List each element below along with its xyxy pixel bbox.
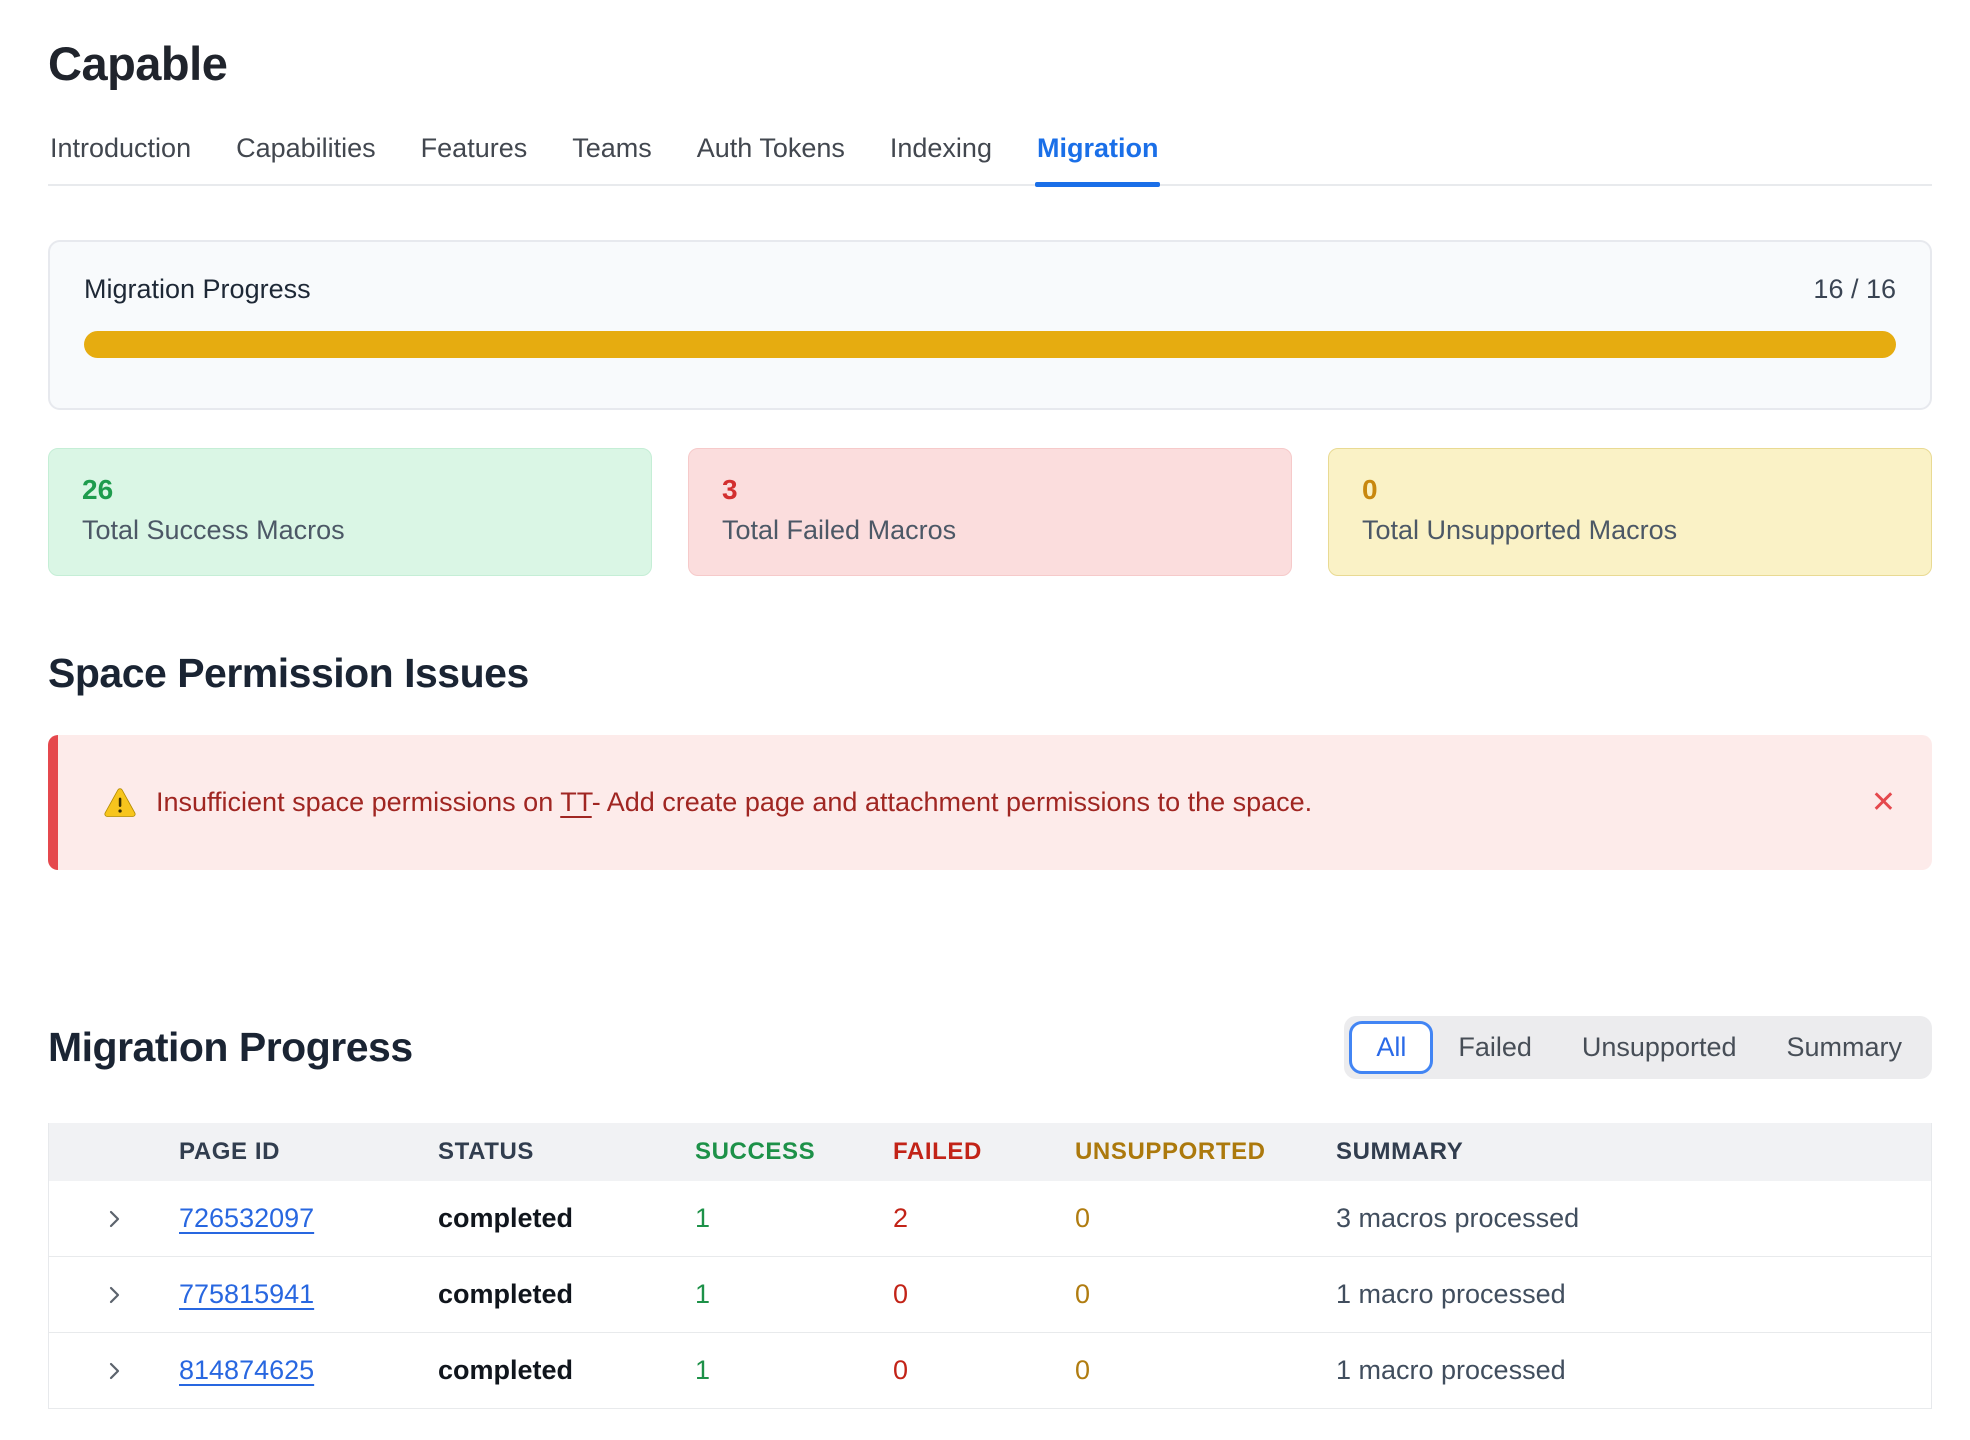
table-header-row: PAGE ID STATUS SUCCESS FAILED UNSUPPORTE…	[49, 1123, 1931, 1181]
row-failed: 0	[893, 1279, 909, 1309]
row-success: 1	[695, 1279, 711, 1309]
page-title: Capable	[48, 37, 228, 90]
col-status: STATUS	[438, 1138, 535, 1165]
chevron-right-icon[interactable]	[102, 1283, 126, 1307]
tab-features[interactable]: Features	[420, 133, 528, 163]
warning-triangle-icon	[104, 787, 136, 818]
filter-group: All Failed Unsupported Summary	[1344, 1016, 1932, 1079]
failed-label: Total Failed Macros	[722, 515, 957, 545]
space-permission-issues-heading: Space Permission Issues	[48, 650, 529, 696]
progress-bar-track	[84, 331, 1896, 358]
alert-text-suffix: - Add create page and attachment permiss…	[591, 787, 1313, 817]
page-id-link[interactable]: 814874625	[179, 1355, 315, 1385]
row-unsupported: 0	[1075, 1203, 1091, 1233]
tab-auth-tokens[interactable]: Auth Tokens	[696, 133, 845, 163]
chevron-right-icon[interactable]	[102, 1207, 126, 1231]
row-status: completed	[438, 1355, 574, 1385]
progress-count: 16 / 16	[1813, 274, 1896, 304]
success-count: 26	[82, 474, 114, 505]
filter-summary[interactable]: Summary	[1786, 1032, 1902, 1062]
alert-text-prefix: Insufficient space permissions on	[156, 787, 561, 817]
col-summary: SUMMARY	[1336, 1138, 1464, 1165]
progress-card-title: Migration Progress	[84, 274, 311, 304]
permission-alert: Insufficient space permissions on TT- Ad…	[48, 735, 1932, 870]
migration-progress-heading: Migration Progress	[48, 1024, 413, 1070]
page-id-link[interactable]: 775815941	[179, 1279, 315, 1309]
col-success: SUCCESS	[695, 1138, 816, 1165]
row-summary: 1 macro processed	[1336, 1279, 1566, 1309]
alert-space-link[interactable]: TT	[560, 787, 592, 817]
row-summary: 3 macros processed	[1336, 1203, 1580, 1233]
unsupported-label: Total Unsupported Macros	[1362, 515, 1678, 545]
migration-table: PAGE ID STATUS SUCCESS FAILED UNSUPPORTE…	[48, 1123, 1932, 1409]
page-id-link[interactable]: 726532097	[179, 1203, 315, 1233]
col-unsupported: UNSUPPORTED	[1075, 1138, 1266, 1165]
row-failed: 0	[893, 1355, 909, 1385]
stat-cards: 26 Total Success Macros 3 Total Failed M…	[48, 448, 1932, 576]
filter-unsupported[interactable]: Unsupported	[1581, 1032, 1737, 1062]
close-icon[interactable]: ✕	[1870, 785, 1896, 819]
filter-failed[interactable]: Failed	[1458, 1032, 1532, 1062]
failed-count: 3	[722, 474, 738, 505]
tab-bar: Introduction Capabilities Features Teams…	[48, 133, 1932, 187]
tab-capabilities[interactable]: Capabilities	[236, 133, 376, 163]
page-container: Capable Introduction Capabilities Featur…	[0, 36, 1970, 1409]
row-status: completed	[438, 1279, 574, 1309]
tab-introduction[interactable]: Introduction	[50, 133, 192, 163]
row-success: 1	[695, 1355, 711, 1385]
col-page-id: PAGE ID	[179, 1138, 281, 1165]
alert-message: Insufficient space permissions on TT- Ad…	[156, 787, 1865, 818]
tab-teams[interactable]: Teams	[572, 133, 652, 163]
row-success: 1	[695, 1203, 711, 1233]
table-row: 726532097 completed 1 2 0 3 macros proce…	[49, 1181, 1931, 1257]
stat-card-failed: 3 Total Failed Macros	[688, 448, 1292, 576]
migration-progress-card: Migration Progress 16 / 16	[48, 240, 1932, 410]
tab-migration[interactable]: Migration	[1034, 133, 1161, 187]
tab-indexing[interactable]: Indexing	[889, 133, 992, 163]
success-label: Total Success Macros	[82, 515, 345, 545]
col-failed: FAILED	[893, 1138, 982, 1165]
row-status: completed	[438, 1203, 574, 1233]
filter-all[interactable]: All	[1349, 1021, 1434, 1074]
row-failed: 2	[893, 1203, 909, 1233]
table-row: 775815941 completed 1 0 0 1 macro proces…	[49, 1257, 1931, 1333]
unsupported-count: 0	[1362, 474, 1378, 505]
table-row: 814874625 completed 1 0 0 1 macro proces…	[49, 1333, 1931, 1409]
row-unsupported: 0	[1075, 1279, 1091, 1309]
row-unsupported: 0	[1075, 1355, 1091, 1385]
progress-bar-fill	[84, 331, 1896, 358]
row-summary: 1 macro processed	[1336, 1355, 1566, 1385]
stat-card-unsupported: 0 Total Unsupported Macros	[1328, 448, 1932, 576]
stat-card-success: 26 Total Success Macros	[48, 448, 652, 576]
chevron-right-icon[interactable]	[102, 1359, 126, 1383]
